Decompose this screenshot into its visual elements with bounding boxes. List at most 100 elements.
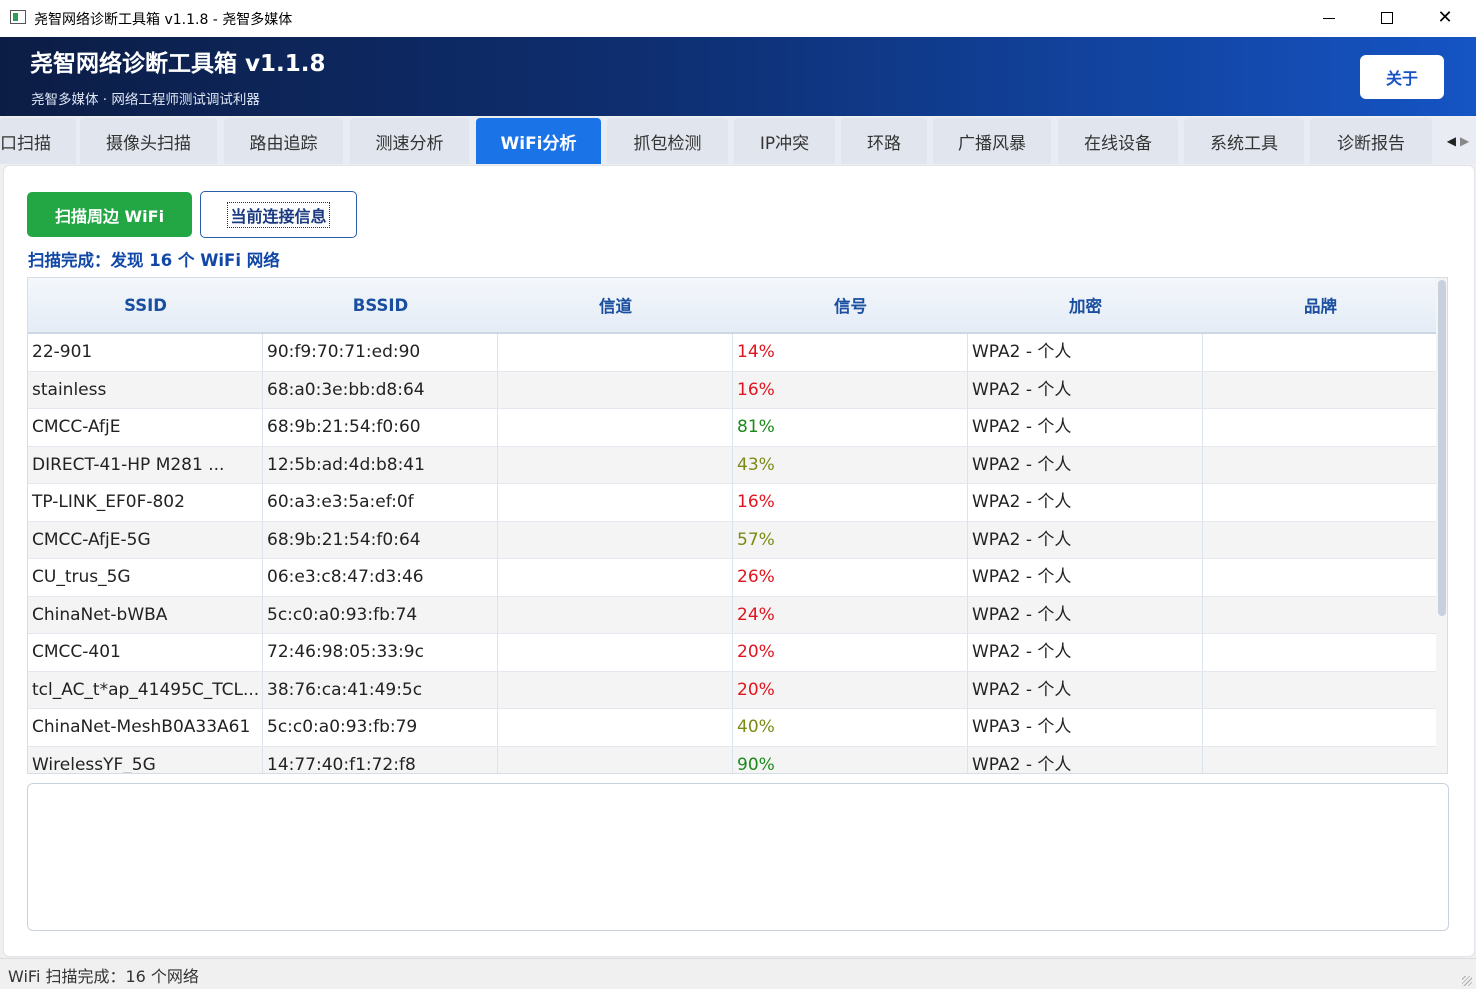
app-header: 尧智网络诊断工具箱 v1.1.8 尧智多媒体 · 网络工程师测试调试利器 关于 [0,37,1476,116]
app-icon [10,10,26,24]
tab-scroll-left-icon[interactable]: ◀ [1446,134,1456,148]
table-row[interactable]: TP-LINK_EF0F-802 60:a3:e3:5a:ef:0f 16% WPA2… [28,484,1438,522]
table-row[interactable]: ChinaNet-bWBA 5c:c0:a0:93:fb:74 24% WPA2 - … [28,596,1438,634]
maximize-icon [1381,12,1393,24]
cell-brand [1203,746,1438,773]
column-signal[interactable]: 信号 [834,297,867,316]
current-connection-button[interactable]: 当前连接信息 [200,191,357,238]
cell-encryption: WPA2 - 个人 [968,446,1203,484]
wifi-table: SSID BSSID 信道 信号 加密 品牌 22-901 90:f9:70:71… [27,277,1448,774]
cell-signal: 16% [733,484,968,522]
cell-ssid: CU_trus_5G [28,559,263,597]
column-bssid[interactable]: BSSID [352,295,409,315]
cell-channel [498,371,733,409]
tab-speedtest[interactable]: 测速分析 [350,118,469,164]
cell-bssid: 68:a0:3e:bb:d8:64 [263,371,498,409]
cell-ssid: WirelessYF_5G [28,746,263,773]
cell-bssid: 5c:c0:a0:93:fb:79 [263,709,498,747]
minimize-icon [1323,17,1335,19]
scan-wifi-button[interactable]: 扫描周边 WiFi [27,192,192,237]
tab-packet-capture[interactable]: 抓包检测 [607,118,728,164]
column-encryption[interactable]: 加密 [1069,297,1102,316]
table-row[interactable]: tcl_AC_t*ap_41495C_TCL... 38:76:ca:41:49:… [28,671,1438,709]
cell-brand [1203,334,1438,372]
app-subtitle: 尧智多媒体 · 网络工程师测试调试利器 [31,92,260,108]
window-titlebar: 尧智网络诊断工具箱 v1.1.8 - 尧智多媒体 ✕ [0,0,1476,38]
cell-encryption: WPA2 - 个人 [968,334,1203,372]
table-row[interactable]: CMCC-AfjE 68:9b:21:54:f0:60 81% WPA2 - 个人 [28,409,1438,447]
table-row[interactable]: DIRECT-41-HP M281 ... 12:5b:ad:4d:b8:41 43… [28,446,1438,484]
status-bar-text: WiFi 扫描完成：16 个网络 [8,967,199,986]
cell-signal: 26% [733,559,968,597]
cell-bssid: 60:a3:e3:5a:ef:0f [263,484,498,522]
tab-scroll-buttons[interactable]: ◀ ▶ [1440,118,1476,164]
cell-channel [498,446,733,484]
table-row[interactable]: stainless 68:a0:3e:bb:d8:64 16% WPA2 - 个人 [28,371,1438,409]
cell-bssid: 68:9b:21:54:f0:64 [263,521,498,559]
resize-grip-icon[interactable] [1462,976,1472,986]
cell-channel [498,521,733,559]
cell-ssid: CMCC-401 [28,634,263,672]
column-channel[interactable]: 信道 [599,297,632,316]
minimize-button[interactable] [1300,0,1358,36]
cell-encryption: WPA2 - 个人 [968,634,1203,672]
column-brand[interactable]: 品牌 [1304,297,1337,316]
scan-status-text: 扫描完成：发现 16 个 WiFi 网络 [28,251,280,270]
tab-wifi[interactable]: WiFi分析 [476,118,601,164]
tab-system-tools[interactable]: 系统工具 [1184,118,1304,164]
column-ssid[interactable]: SSID [124,295,167,315]
tab-online-devices[interactable]: 在线设备 [1058,118,1178,164]
cell-encryption: WPA2 - 个人 [968,521,1203,559]
tab-port-scan[interactable]: 口扫描 [0,118,76,164]
table-row[interactable]: CMCC-401 72:46:98:05:33:9c 20% WPA2 - 个人 [28,634,1438,672]
cell-channel [498,746,733,773]
scrollbar-thumb[interactable] [1438,280,1446,616]
log-output-area[interactable] [27,783,1449,931]
tab-diagnostic-report[interactable]: 诊断报告 [1310,118,1432,164]
cell-ssid: TP-LINK_EF0F-802 [28,484,263,522]
table-header: SSID BSSID 信道 信号 加密 品牌 [28,278,1436,334]
cell-bssid: 5c:c0:a0:93:fb:74 [263,596,498,634]
cell-signal: 40% [733,709,968,747]
app-title: 尧智网络诊断工具箱 v1.1.8 [30,51,326,77]
cell-ssid: CMCC-AfjE [28,409,263,447]
cell-brand [1203,446,1438,484]
cell-brand [1203,484,1438,522]
cell-brand [1203,521,1438,559]
tab-scroll-right-icon[interactable]: ▶ [1460,134,1470,148]
table-row[interactable]: WirelessYF_5G 14:77:40:f1:72:f8 90% WPA2 - … [28,746,1438,773]
about-button[interactable]: 关于 [1360,55,1444,99]
cell-bssid: 14:77:40:f1:72:f8 [263,746,498,773]
table-row[interactable]: 22-901 90:f9:70:71:ed:90 14% WPA2 - 个人 [28,334,1438,372]
maximize-button[interactable] [1358,0,1416,36]
cell-signal: 16% [733,371,968,409]
close-button[interactable]: ✕ [1416,0,1474,36]
cell-channel [498,634,733,672]
cell-bssid: 06:e3:c8:47:d3:46 [263,559,498,597]
cell-signal: 14% [733,334,968,372]
table-row[interactable]: ChinaNet-MeshB0A33A61 5c:c0:a0:93:fb:79 40… [28,709,1438,747]
tab-traceroute[interactable]: 路由追踪 [224,118,343,164]
table-row[interactable]: CMCC-AfjE-5G 68:9b:21:54:f0:64 57% WPA2 - 个… [28,521,1438,559]
cell-channel [498,671,733,709]
tab-loop[interactable]: 环路 [841,118,927,164]
cell-brand [1203,596,1438,634]
table-scrollbar[interactable] [1436,278,1447,773]
tab-bar: 口扫描 摄像头扫描 路由追踪 测速分析 WiFi分析 抓包检测 IP冲突 环路 … [0,117,1476,164]
tab-camera-scan[interactable]: 摄像头扫描 [80,118,217,164]
cell-ssid: 22-901 [28,334,263,372]
cell-brand [1203,371,1438,409]
cell-encryption: WPA2 - 个人 [968,371,1203,409]
close-icon: ✕ [1437,7,1453,28]
cell-signal: 43% [733,446,968,484]
cell-channel [498,334,733,372]
cell-signal: 24% [733,596,968,634]
cell-channel [498,484,733,522]
table-row[interactable]: CU_trus_5G 06:e3:c8:47:d3:46 26% WPA2 - 个人 [28,559,1438,597]
cell-ssid: DIRECT-41-HP M281 ... [28,446,263,484]
tab-ip-conflict[interactable]: IP冲突 [734,118,835,164]
tab-broadcast-storm[interactable]: 广播风暴 [933,118,1051,164]
cell-ssid: tcl_AC_t*ap_41495C_TCL... [28,671,263,709]
cell-brand [1203,559,1438,597]
cell-brand [1203,671,1438,709]
